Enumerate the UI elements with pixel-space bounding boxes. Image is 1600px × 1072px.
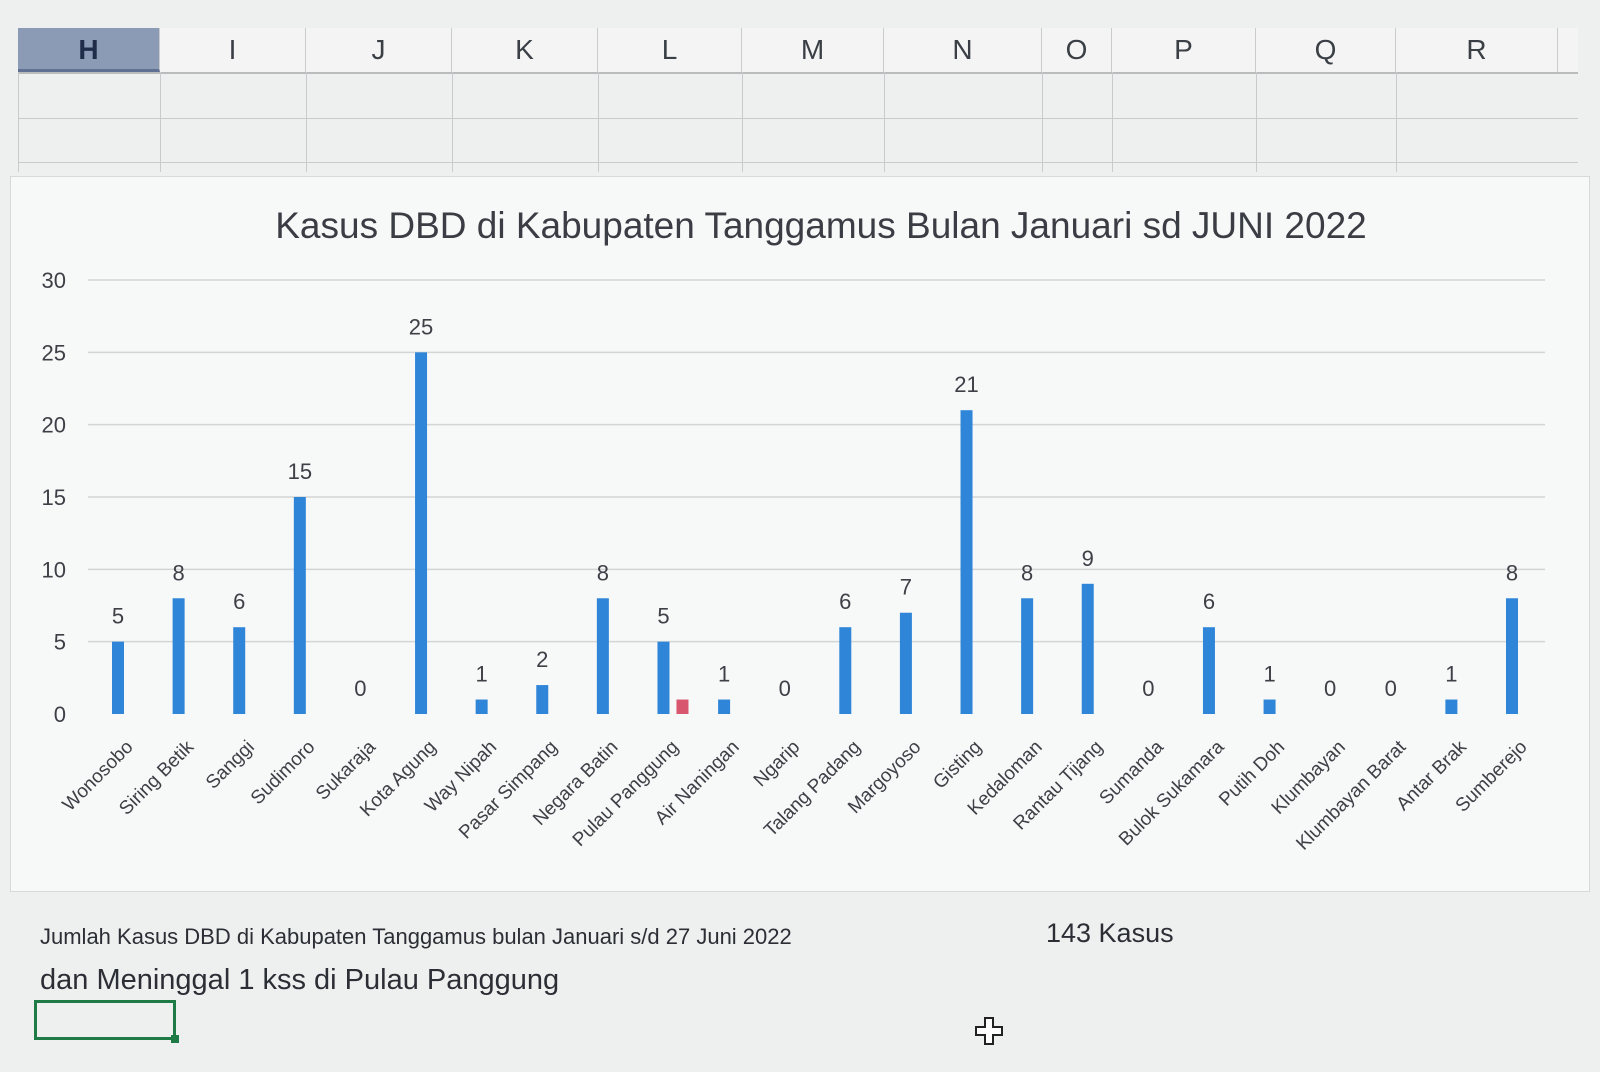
grid-line (18, 162, 1578, 163)
bar (233, 627, 246, 714)
bar (536, 685, 549, 714)
bar (415, 352, 428, 714)
data-label: 1 (1263, 662, 1275, 687)
data-label: 1 (718, 662, 730, 687)
bar (1081, 583, 1094, 714)
data-label: 8 (1506, 560, 1518, 585)
y-tick-label: 30 (42, 268, 66, 293)
bar (1021, 598, 1034, 714)
data-label: 0 (1324, 676, 1336, 701)
x-tick-label: Gisting (929, 737, 986, 794)
column-header-o[interactable]: O (1042, 28, 1112, 72)
bar (112, 641, 124, 714)
column-header-q[interactable]: Q (1256, 28, 1396, 72)
column-header-m[interactable]: M (742, 28, 884, 72)
bar (1202, 627, 1215, 714)
bar (1506, 598, 1518, 714)
bar (596, 598, 609, 714)
x-tick-label: Ngarip (750, 737, 804, 791)
data-label: 8 (1021, 560, 1033, 585)
total-cases: 143 Kasus (1046, 918, 1174, 948)
bar (475, 699, 488, 714)
chart-title: Kasus DBD di Kabupaten Tanggamus Bulan J… (275, 205, 1367, 246)
grid-line (306, 72, 307, 172)
grid-line (18, 118, 1578, 119)
y-tick-label: 5 (54, 630, 66, 655)
column-header-i[interactable]: I (160, 28, 306, 72)
column-header-n[interactable]: N (884, 28, 1042, 72)
y-tick-label: 15 (42, 485, 66, 510)
data-label: 6 (1203, 589, 1215, 614)
data-label: 0 (1385, 676, 1397, 701)
grid-line (1256, 72, 1257, 172)
grid-line (1042, 72, 1043, 172)
bar (839, 627, 852, 714)
x-tick-label: Sudimoro (247, 737, 319, 809)
data-label: 1 (476, 662, 488, 687)
column-header-h[interactable]: H (18, 28, 160, 72)
bar (960, 410, 973, 714)
bar (899, 612, 912, 714)
data-label: 9 (1082, 546, 1094, 571)
data-label: 6 (233, 589, 245, 614)
x-tick-label: Sanggi (202, 737, 259, 794)
y-tick-label: 10 (42, 557, 66, 582)
column-header-k[interactable]: K (452, 28, 598, 72)
data-label: 0 (1142, 676, 1154, 701)
bar (718, 699, 731, 714)
bar (657, 641, 670, 714)
data-label: 15 (288, 459, 312, 484)
cell-cursor-icon (975, 1017, 1003, 1045)
data-label: 8 (172, 560, 184, 585)
column-header-l[interactable]: L (598, 28, 742, 72)
column-header-j[interactable]: J (306, 28, 452, 72)
x-tick-label: Bulok Sukamara (1115, 736, 1229, 850)
data-label: 7 (900, 575, 912, 600)
grid-line (18, 72, 19, 172)
bar (293, 497, 306, 714)
bar (676, 699, 689, 714)
death-note: dan Meninggal 1 kss di Pulau Panggung (40, 964, 560, 996)
y-tick-label: 0 (54, 702, 66, 727)
y-tick-label: 25 (42, 340, 66, 365)
grid-line (742, 72, 743, 172)
data-label: 0 (354, 676, 366, 701)
grid-line (884, 72, 885, 172)
data-label: 6 (839, 589, 851, 614)
grid-line (1112, 72, 1113, 172)
data-label: 25 (409, 314, 433, 339)
column-header-r[interactable]: R (1396, 28, 1558, 72)
selected-cell[interactable] (34, 1000, 179, 1043)
data-label: 8 (597, 560, 609, 585)
data-label: 2 (536, 647, 548, 672)
x-tick-label: Pulau Panggung (569, 737, 683, 851)
data-label: 1 (1445, 662, 1457, 687)
bar (172, 598, 185, 714)
grid-line (160, 72, 161, 172)
column-header-p[interactable]: P (1112, 28, 1256, 72)
summary-text: Jumlah Kasus DBD di Kabupaten Tanggamus … (40, 924, 792, 949)
data-label: 0 (779, 676, 791, 701)
y-tick-label: 20 (42, 413, 66, 438)
chart-area[interactable]: Kasus DBD di Kabupaten Tanggamus Bulan J… (10, 176, 1590, 892)
grid-line (1396, 72, 1397, 172)
x-tick-label: Klumbayan Barat (1292, 736, 1410, 854)
bar (1445, 699, 1458, 714)
data-label: 21 (954, 372, 978, 397)
data-label: 5 (112, 604, 124, 629)
bar (1263, 699, 1276, 714)
grid-line (598, 72, 599, 172)
grid-line (452, 72, 453, 172)
data-label: 5 (657, 604, 669, 629)
